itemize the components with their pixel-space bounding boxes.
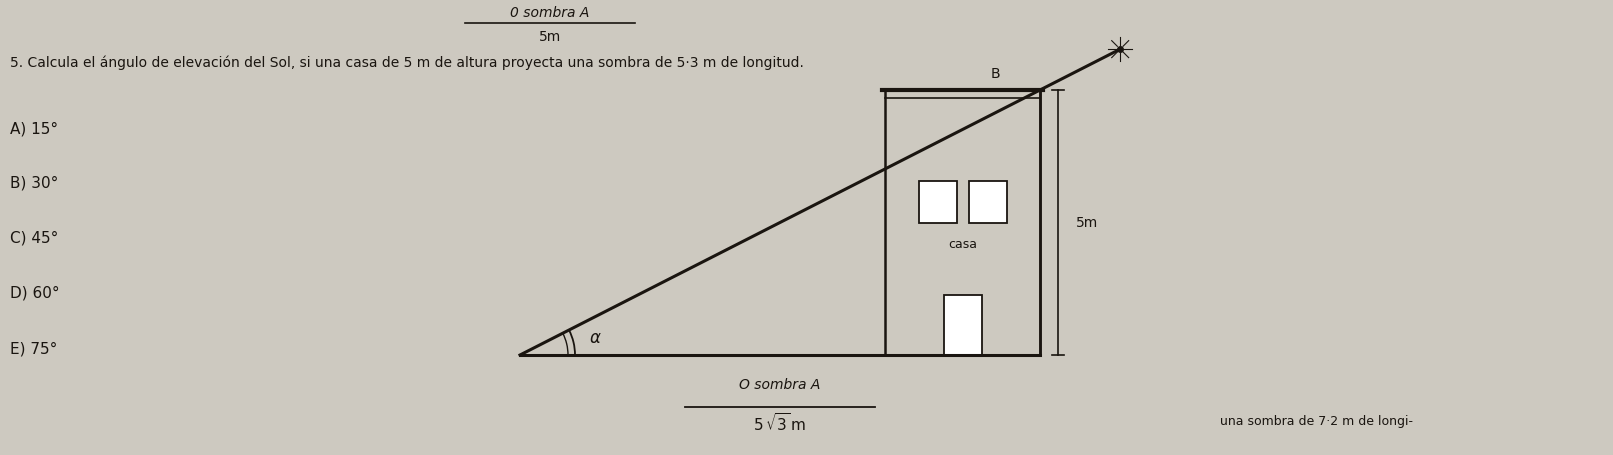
Text: $5\,\sqrt{3}\,\mathrm{m}$: $5\,\sqrt{3}\,\mathrm{m}$ [753,411,806,433]
Text: 5. Calcula el ángulo de elevación del Sol, si una casa de 5 m de altura proyecta: 5. Calcula el ángulo de elevación del So… [10,56,803,71]
Text: E) 75°: E) 75° [10,340,58,355]
Text: una sombra de 7·2 m de longi-: una sombra de 7·2 m de longi- [1219,414,1413,427]
Polygon shape [944,295,981,355]
Text: O sombra A: O sombra A [739,377,821,391]
Text: B: B [990,67,1000,81]
Text: B) 30°: B) 30° [10,176,58,191]
Polygon shape [968,181,1007,223]
Text: casa: casa [948,238,977,251]
Text: C) 45°: C) 45° [10,231,58,245]
Text: 5m: 5m [539,30,561,44]
Text: 5m: 5m [1076,216,1098,230]
Text: α: α [589,328,600,346]
Text: 0 sombra A: 0 sombra A [510,6,590,20]
Text: D) 60°: D) 60° [10,285,60,300]
Text: A) 15°: A) 15° [10,121,58,136]
Polygon shape [918,181,957,223]
